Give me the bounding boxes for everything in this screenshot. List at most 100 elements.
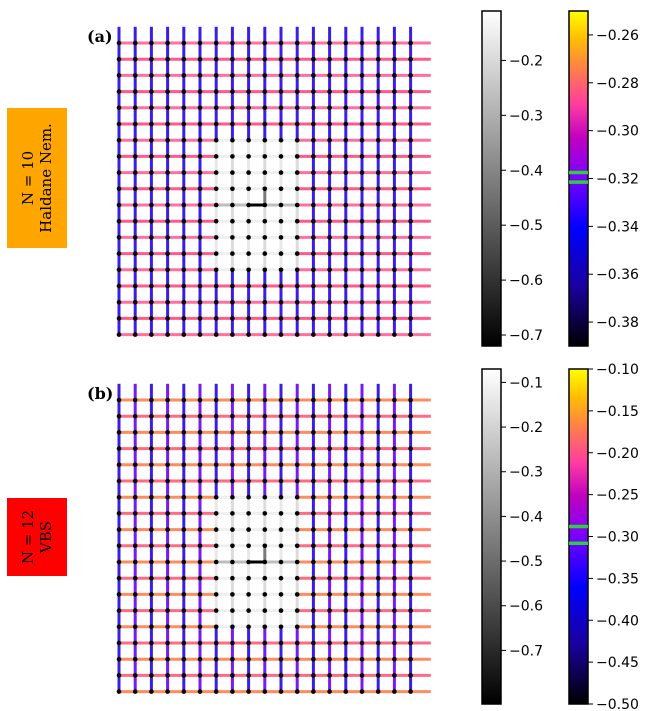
- lattice-site: [408, 559, 413, 565]
- lattice-site: [230, 689, 235, 694]
- lattice-site: [213, 446, 219, 451]
- lattice-site: [294, 56, 300, 62]
- lattice-site: [230, 673, 235, 678]
- lattice-site: [278, 478, 284, 484]
- lattice-site: [392, 267, 397, 273]
- lattice-site: [359, 154, 365, 159]
- lattice-site: [149, 218, 154, 224]
- lattice-site: [408, 689, 413, 694]
- lattice-site: [262, 316, 268, 321]
- lattice-site: [327, 202, 332, 208]
- lattice-site: [246, 624, 251, 630]
- lattice-site: [262, 494, 268, 500]
- lattice-site: [327, 89, 332, 94]
- lattice-site: [197, 251, 203, 256]
- colorbar-tick-label: −0.7: [509, 328, 543, 344]
- lattice-site: [311, 446, 316, 451]
- lattice-site: [230, 332, 235, 337]
- lattice-site: [375, 202, 381, 208]
- lattice-site: [116, 56, 122, 62]
- lattice-site: [165, 170, 170, 175]
- lattice-site: [149, 656, 154, 662]
- lattice-site: [132, 527, 138, 532]
- lattice-site: [343, 105, 349, 111]
- lattice-site: [294, 121, 300, 127]
- lattice-site: [246, 170, 251, 175]
- lattice-site: [278, 656, 284, 662]
- lattice-site: [116, 121, 122, 127]
- lattice-site: [262, 73, 268, 78]
- lattice-site: [197, 56, 203, 62]
- lattice-site: [246, 689, 251, 694]
- lattice-site: [230, 299, 235, 305]
- lattice-site: [246, 543, 251, 549]
- lattice-site: [132, 299, 138, 305]
- lattice-site: [392, 608, 397, 613]
- lattice-site: [197, 592, 203, 597]
- lattice-site: [165, 446, 170, 451]
- lattice-site: [116, 640, 122, 646]
- lattice-site: [149, 446, 154, 451]
- lattice-site: [294, 154, 300, 159]
- lattice-site: [262, 608, 268, 613]
- lattice-site: [213, 332, 219, 337]
- lattice-site: [197, 235, 203, 240]
- lattice-site: [375, 592, 381, 597]
- lattice-site: [230, 575, 235, 581]
- lattice-site: [294, 218, 300, 224]
- lattice-site: [181, 527, 187, 532]
- colorbar-tick-label: −0.28: [596, 76, 639, 92]
- lattice-site: [359, 283, 365, 289]
- lattice-site: [359, 56, 365, 62]
- lattice-site: [181, 105, 187, 111]
- colorbar-tick-label: −0.15: [596, 404, 639, 420]
- lattice-site: [181, 40, 187, 46]
- lattice-site: [132, 511, 138, 516]
- lattice-site: [262, 332, 268, 337]
- lattice-site: [294, 332, 300, 337]
- lattice-site: [359, 40, 365, 46]
- lattice-site: [149, 137, 154, 143]
- lattice-site: [327, 267, 332, 273]
- lattice-site: [246, 656, 251, 662]
- lattice-site: [116, 137, 122, 143]
- lattice-site: [343, 202, 349, 208]
- lattice-site: [213, 511, 219, 516]
- lattice-site: [197, 316, 203, 321]
- lattice-site: [408, 446, 413, 451]
- lattice-site: [213, 640, 219, 646]
- lattice-site: [132, 430, 138, 435]
- lattice-site: [116, 186, 122, 192]
- lattice-site: [149, 73, 154, 78]
- lattice-site: [375, 332, 381, 337]
- lattice-site: [294, 494, 300, 500]
- lattice-site: [181, 316, 187, 321]
- lattice-site: [311, 40, 316, 46]
- lattice-site: [165, 267, 170, 273]
- lattice-site: [278, 397, 284, 403]
- lattice-site: [262, 527, 268, 532]
- lattice-site: [294, 462, 300, 468]
- lattice-site: [375, 105, 381, 111]
- lattice-site: [246, 511, 251, 516]
- lattice-site: [343, 543, 349, 549]
- colorbar-tick-label: −0.3: [509, 465, 543, 481]
- lattice-site: [327, 592, 332, 597]
- lattice-site: [327, 251, 332, 256]
- lattice-site: [181, 89, 187, 94]
- lattice-site: [246, 121, 251, 127]
- lattice-site: [392, 332, 397, 337]
- lattice-site: [262, 89, 268, 94]
- lattice-site: [278, 624, 284, 630]
- lattice-site: [359, 218, 365, 224]
- lattice-site: [213, 478, 219, 484]
- lattice-site: [213, 40, 219, 46]
- lattice-site: [230, 413, 235, 419]
- lattice-site: [359, 511, 365, 516]
- lattice-site: [359, 170, 365, 175]
- lattice-site: [408, 73, 413, 78]
- lattice-site: [213, 656, 219, 662]
- lattice-site: [408, 673, 413, 678]
- lattice-site: [327, 105, 332, 111]
- lattice-site: [213, 559, 219, 565]
